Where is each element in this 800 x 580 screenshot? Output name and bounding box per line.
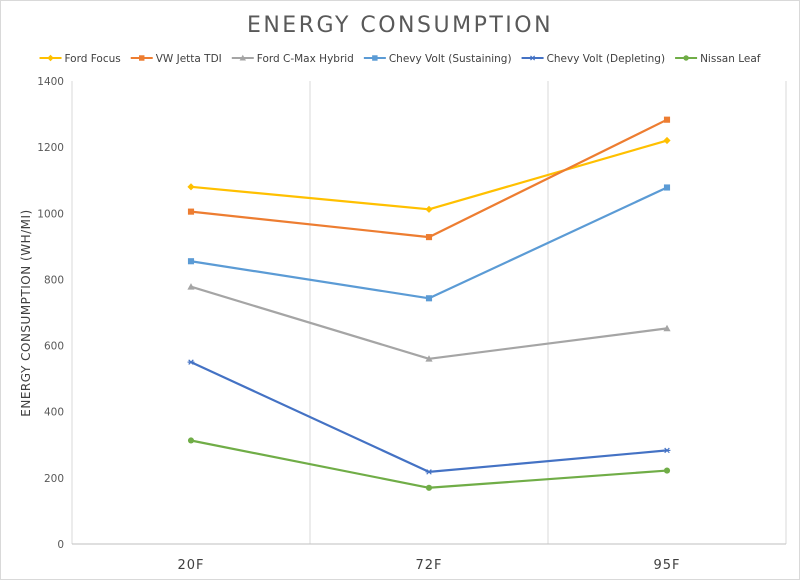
data-point-marker-stroke [426, 469, 432, 475]
legend-item: Ford Focus [39, 53, 121, 65]
data-point-marker [187, 283, 195, 290]
legend-item: VW Jetta TDI [130, 53, 222, 65]
data-point-marker [139, 55, 145, 61]
y-axis-label: ENERGY CONSUMPTION (WH/MI) [19, 209, 33, 416]
series-group [187, 116, 671, 491]
data-point-marker [663, 447, 671, 454]
data-point-marker [187, 437, 195, 444]
data-point-marker [47, 54, 54, 62]
data-point-marker [529, 55, 536, 61]
legend: Ford Focus VW Jetta TDI Ford C-Max Hybrid C… [39, 53, 761, 65]
y-tick-label: 1400 [37, 76, 64, 88]
data-point-marker [663, 184, 671, 191]
legend-label: Chevy Volt (Sustaining) [389, 53, 512, 65]
gridlines [71, 81, 787, 544]
series-ford-focus [187, 136, 671, 213]
axes: 0 200 400 600 800 1000 1200 1400 20F 72F 95F [37, 76, 786, 573]
x-tick-label: 20F [177, 558, 204, 573]
data-point-marker [425, 205, 433, 213]
data-point-marker [425, 484, 433, 491]
series-nissan-leaf [187, 437, 671, 491]
legend-label: Ford C-Max Hybrid [257, 53, 354, 65]
data-point-marker [425, 355, 433, 362]
y-tick-label: 1200 [37, 142, 64, 154]
series-chevy-volt-sustaining [187, 184, 671, 302]
data-point-marker-stroke [188, 359, 194, 365]
data-point-marker-stroke [530, 55, 536, 61]
series-ford-c-max-hybrid [187, 283, 671, 362]
x-tick-label: 72F [415, 558, 442, 573]
data-point-marker [683, 55, 689, 61]
data-point-marker [187, 359, 195, 365]
data-point-marker [425, 469, 433, 475]
data-point-marker [663, 324, 671, 332]
legend-label: VW Jetta TDI [156, 53, 222, 65]
data-point-marker [425, 295, 433, 302]
legend-item: Nissan Leaf [675, 53, 761, 65]
legend-label: Chevy Volt (Depleting) [547, 53, 666, 65]
chart-title: ENERGY CONSUMPTION [247, 13, 553, 38]
data-point-marker [663, 467, 671, 474]
data-point-marker-stroke [664, 447, 670, 454]
legend-item: Chevy Volt (Sustaining) [363, 53, 512, 65]
y-tick-label: 1000 [37, 208, 64, 220]
y-tick-label: 200 [44, 473, 64, 485]
y-tick-label: 0 [57, 539, 64, 551]
data-point-marker [663, 136, 671, 145]
data-point-marker [372, 55, 378, 61]
x-tick-label: 95F [653, 558, 680, 573]
y-tick-label: 400 [44, 407, 64, 419]
legend-label: Nissan Leaf [700, 53, 761, 65]
data-point-marker [187, 258, 195, 265]
y-tick-label: 800 [44, 274, 64, 286]
legend-label: Ford Focus [65, 53, 121, 65]
legend-item: Ford C-Max Hybrid [231, 53, 354, 65]
data-point-marker [663, 116, 671, 123]
data-point-marker [187, 183, 195, 191]
data-point-marker [239, 54, 246, 61]
data-point-marker [425, 234, 433, 241]
series-vw-jetta-tdi [187, 116, 671, 241]
legend-item: Chevy Volt (Depleting) [521, 53, 666, 65]
y-tick-label: 600 [44, 341, 64, 353]
data-point-marker [187, 208, 195, 215]
series-chevy-volt-depleting [187, 359, 671, 475]
